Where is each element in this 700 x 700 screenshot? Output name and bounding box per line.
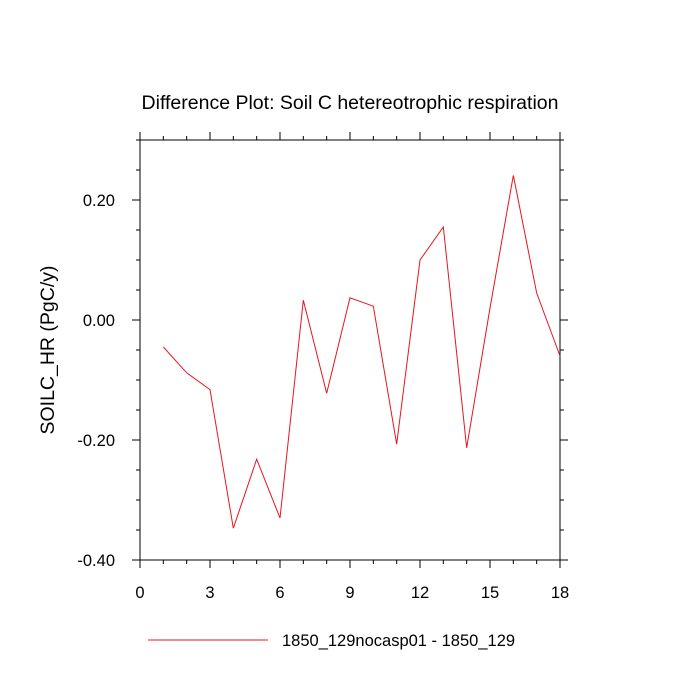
series-layer (162, 175, 561, 529)
y-tick-label: -0.40 (77, 552, 115, 570)
x-tick-label: 6 (275, 584, 284, 602)
y-tick-label: -0.20 (77, 432, 115, 450)
plot-frame (139, 139, 561, 561)
x-tick-label: 15 (481, 584, 499, 602)
legend-label: 1850_129nocasp01 - 1850_129 (282, 632, 515, 650)
legend: 1850_129nocasp01 - 1850_129 (148, 632, 515, 650)
x-tick-label: 9 (345, 584, 354, 602)
x-tick-label: 3 (205, 584, 214, 602)
y-tick-labels: -0.40 -0.20 0.00 0.20 (77, 192, 115, 570)
y-axis-label: SOILC_HR (PgC/y) (37, 265, 59, 434)
x-tick-label: 12 (411, 584, 429, 602)
x-tick-label: 0 (135, 584, 144, 602)
x-tick-labels: 0 3 6 9 12 15 18 (135, 584, 569, 602)
y-tick-label: 0.00 (83, 312, 115, 330)
y-tick-label: 0.20 (83, 192, 115, 210)
series-line (162, 175, 561, 529)
x-tick-label: 18 (551, 584, 569, 602)
chart-title: Difference Plot: Soil C hetereotrophic r… (142, 92, 559, 114)
axis-ticks (132, 132, 568, 568)
